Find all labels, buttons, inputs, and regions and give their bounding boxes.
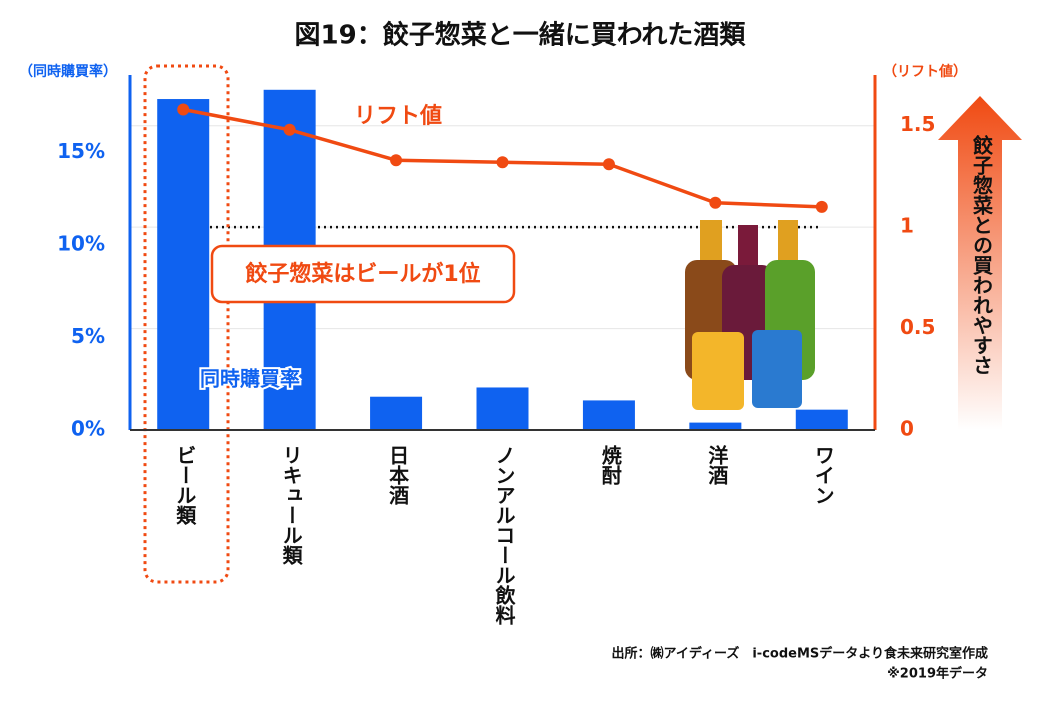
y-axis-label: （同時購買率） [19, 63, 117, 80]
y-tick-label: 10% [57, 232, 105, 256]
legend-label: 同時購買率 [200, 367, 300, 391]
x-tick-label: 焼酎 [598, 445, 622, 485]
bar [582, 400, 635, 430]
line-point [390, 154, 403, 167]
bar [689, 422, 742, 430]
legend-label: リフト値 [354, 104, 442, 129]
y2-tick-label: 0 [900, 417, 914, 441]
bar [476, 387, 529, 430]
bar [370, 396, 423, 430]
arrow-label: 餃子惣菜との買われやすさ [970, 134, 994, 375]
line-point [496, 156, 509, 169]
x-tick-label: 洋酒 [705, 444, 729, 485]
source: 出所：㈱アイディーズ i-codeMSデータより食未来研究室作成 [612, 646, 988, 662]
bar [157, 99, 210, 430]
line-point [815, 200, 828, 213]
bar [795, 409, 848, 430]
x-tick-label: ノンアルコール飲料 [492, 445, 516, 626]
y2-tick-label: 1 [900, 214, 914, 238]
y2-tick-label: 0.5 [900, 315, 935, 339]
line-point [177, 103, 190, 116]
annotation: 餃子惣菜はビールが1位 [245, 261, 480, 287]
highlight-box [143, 64, 230, 584]
line-point [283, 123, 296, 136]
line-point [602, 158, 615, 171]
x-tick-label: リキュール類 [279, 445, 303, 566]
chart-title: 図19：餃子惣菜と一緒に買われた酒類 [295, 20, 747, 51]
note: ※2019年データ [887, 666, 988, 682]
line-point [709, 196, 722, 209]
illustration [685, 220, 815, 410]
y-tick-label: 15% [57, 139, 105, 163]
y-tick-label: 0% [71, 417, 105, 441]
y2-tick-label: 1.5 [900, 112, 935, 136]
y-tick-label: 5% [71, 324, 105, 348]
annotation-box [210, 244, 516, 304]
y2-axis-label: （リフト値） [883, 63, 967, 80]
x-tick-label: ビール類 [173, 445, 197, 526]
arrow [938, 96, 1022, 430]
x-tick-label: ワイン [811, 445, 835, 505]
x-tick-label: 日本酒 [386, 445, 410, 505]
